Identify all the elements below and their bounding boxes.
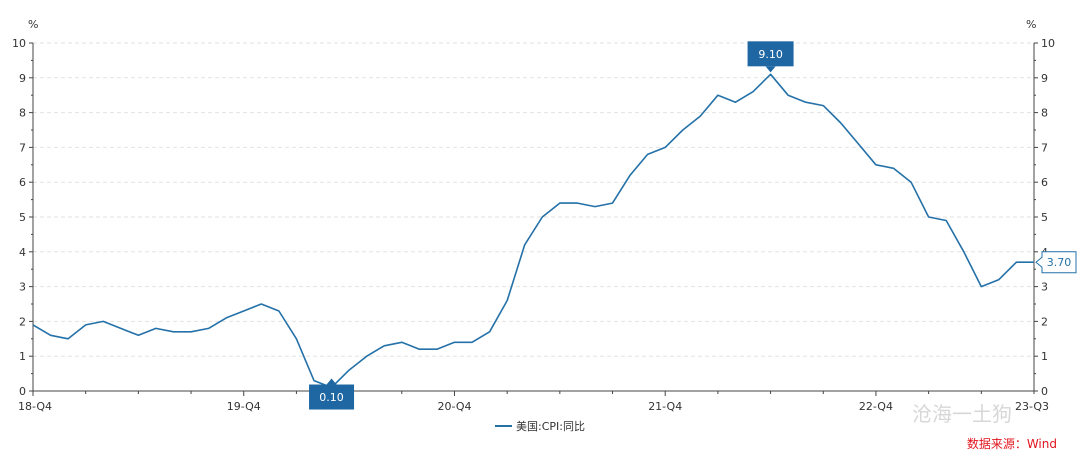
y-tick-label-left: 3 bbox=[19, 281, 26, 294]
y-tick-label-right: 2 bbox=[1041, 315, 1048, 328]
x-tick-label: 22-Q4 bbox=[859, 400, 893, 413]
x-tick-label: 20-Q4 bbox=[437, 400, 471, 413]
left-unit-label: % bbox=[28, 18, 38, 31]
x-tick-label: 21-Q4 bbox=[648, 400, 682, 413]
y-tick-label-left: 4 bbox=[19, 246, 26, 259]
y-tick-label-left: 0 bbox=[19, 385, 26, 398]
y-tick-label-left: 10 bbox=[12, 37, 26, 50]
y-tick-label-right: 7 bbox=[1041, 141, 1048, 154]
y-tick-label-left: 5 bbox=[19, 211, 26, 224]
max-callout-label: 9.10 bbox=[758, 48, 783, 61]
left-y-ticks: 0 1 2 3 4 5 6 7 8 9 10 bbox=[12, 37, 33, 398]
last-value-callout-box bbox=[1035, 251, 1077, 274]
max-callout-pointer bbox=[765, 66, 776, 73]
legend[interactable]: 美国:CPI:同比 bbox=[495, 420, 585, 433]
x-tick-label: 23-Q3 bbox=[1015, 400, 1049, 413]
y-tick-label-right: 6 bbox=[1041, 176, 1048, 189]
y-tick-label-right: 5 bbox=[1041, 211, 1048, 224]
y-tick-label-left: 2 bbox=[19, 315, 26, 328]
callouts: 0.10 9.10 3.70 bbox=[309, 41, 1077, 410]
grid-lines bbox=[33, 42, 1034, 357]
y-tick-label-left: 7 bbox=[19, 141, 26, 154]
y-tick-label-left: 8 bbox=[19, 107, 26, 120]
y-tick-label-left: 6 bbox=[19, 176, 26, 189]
y-tick-label-left: 1 bbox=[19, 350, 26, 363]
last-value-callout-label: 3.70 bbox=[1047, 256, 1072, 269]
max-callout-box bbox=[747, 41, 794, 67]
y-tick-label-right: 10 bbox=[1041, 37, 1055, 50]
legend-label: 美国:CPI:同比 bbox=[516, 420, 585, 433]
y-tick-label-right: 3 bbox=[1041, 281, 1048, 294]
min-callout-pointer bbox=[326, 378, 337, 385]
watermark-text: 沧海一土狗 bbox=[912, 402, 1012, 426]
right-unit-label: % bbox=[1026, 18, 1036, 31]
min-callout-label: 0.10 bbox=[319, 391, 344, 404]
y-tick-label-left: 9 bbox=[19, 72, 26, 85]
x-tick-label: 19-Q4 bbox=[227, 400, 261, 413]
y-tick-label-right: 0 bbox=[1041, 385, 1048, 398]
y-tick-label-right: 8 bbox=[1041, 107, 1048, 120]
y-tick-label-right: 1 bbox=[1041, 350, 1048, 363]
series-line-us-cpi-yoy bbox=[32, 73, 1034, 389]
x-ticks: 18-Q4 19-Q4 20-Q4 21-Q4 22-Q4 23-Q3 bbox=[18, 391, 1049, 413]
y-tick-label-right: 9 bbox=[1041, 72, 1048, 85]
x-tick-label: 18-Q4 bbox=[18, 400, 52, 413]
source-label: 数据来源：Wind bbox=[967, 436, 1057, 451]
min-callout-box bbox=[309, 384, 355, 410]
